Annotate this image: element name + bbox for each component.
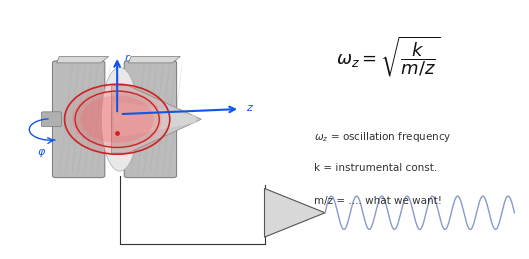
Polygon shape	[129, 56, 180, 63]
Ellipse shape	[72, 90, 162, 149]
Ellipse shape	[65, 84, 170, 154]
FancyBboxPatch shape	[124, 61, 177, 178]
Text: $\omega_z = \sqrt{\dfrac{k}{m/z}}$: $\omega_z = \sqrt{\dfrac{k}{m/z}}$	[336, 35, 440, 79]
Text: $\omega_z$ = oscillation frequency: $\omega_z$ = oscillation frequency	[315, 130, 452, 143]
Text: $z$: $z$	[247, 103, 254, 113]
Polygon shape	[114, 102, 196, 136]
Polygon shape	[112, 85, 202, 153]
Text: m/z = .... what we want!: m/z = .... what we want!	[315, 196, 442, 206]
Ellipse shape	[101, 67, 138, 171]
Polygon shape	[264, 189, 325, 237]
Ellipse shape	[80, 96, 154, 143]
Text: $r$: $r$	[124, 52, 131, 63]
Text: $\varphi$: $\varphi$	[38, 147, 47, 159]
Ellipse shape	[112, 84, 128, 154]
Polygon shape	[57, 56, 108, 63]
FancyBboxPatch shape	[52, 61, 105, 178]
Text: k = instrumental const.: k = instrumental const.	[315, 163, 437, 173]
FancyBboxPatch shape	[41, 112, 61, 127]
Ellipse shape	[114, 102, 121, 125]
